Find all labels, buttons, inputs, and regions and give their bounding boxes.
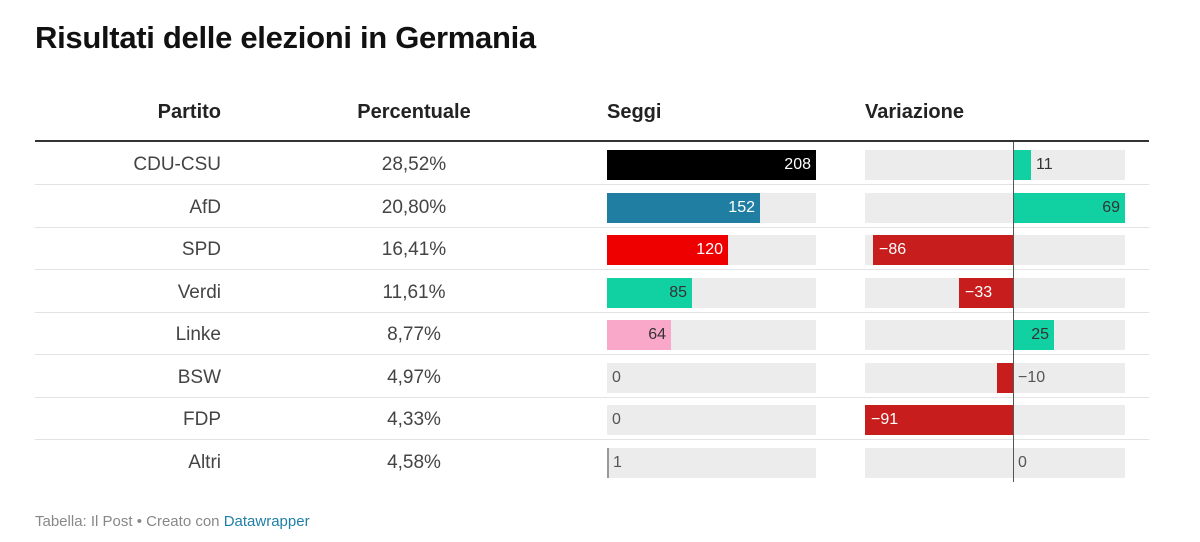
change-bar-track: −91 (865, 405, 1125, 435)
change-label: 25 (1031, 326, 1049, 343)
seats-label: 1 (613, 453, 622, 471)
change-label: −86 (879, 241, 907, 258)
seats-bar-track: 120 (607, 235, 816, 265)
change-bar-track: 11 (865, 150, 1125, 180)
seats-bar (607, 150, 816, 180)
change-bar-track: −10 (865, 362, 1125, 393)
change-bar (1013, 320, 1054, 350)
seats-bar (607, 447, 609, 478)
seats-bar-track: 1 (607, 447, 816, 478)
change-bar-track: 0 (865, 447, 1125, 478)
change-bar (865, 405, 1013, 435)
change-label: 0 (1018, 453, 1027, 471)
percent-value: 20,80% (381, 196, 447, 218)
percent-value: 16,41% (381, 239, 447, 260)
table-row: SPD 16,41% 120 −86 (35, 228, 1149, 270)
column-header-percentuale[interactable]: Percentuale (357, 101, 471, 123)
table-row: CDU-CSU 28,52% 208 11 (35, 143, 1149, 185)
footer-credit: Tabella: Il Post • Creato con Datawrappe… (35, 513, 310, 530)
percent-value: 4,97% (387, 366, 441, 388)
variazione-zero-axis (1013, 142, 1014, 482)
party-name: FDP (183, 409, 221, 430)
percent-value: 28,52% (381, 154, 447, 175)
party-name: CDU-CSU (133, 154, 221, 175)
table-row: AfD 20,80% 152 69 (35, 186, 1149, 228)
column-header-partito[interactable]: Partito (157, 101, 221, 123)
percent-value: 8,77% (387, 324, 441, 345)
change-bar-track: −86 (865, 235, 1125, 265)
seats-bar-track: 85 (607, 277, 816, 308)
party-name: AfD (189, 196, 221, 218)
change-label: 11 (1036, 156, 1053, 173)
percent-value: 11,61% (382, 281, 446, 303)
change-bar (1013, 150, 1031, 180)
seats-bar (607, 192, 760, 223)
seats-label: 64 (648, 326, 666, 343)
seats-bar-track: 0 (607, 405, 816, 435)
seats-label: 120 (696, 241, 723, 258)
header-divider (35, 140, 1149, 142)
column-header-variazione[interactable]: Variazione (865, 101, 964, 123)
seats-bar-track: 208 (607, 150, 816, 180)
party-name: SPD (181, 239, 221, 260)
percent-value: 4,33% (387, 409, 441, 430)
table-row: FDP 4,33% 0 −91 (35, 398, 1149, 440)
seats-bar (607, 235, 728, 265)
table-row: BSW 4,97% 0 −10 (35, 356, 1149, 398)
seats-label: 0 (612, 368, 621, 386)
party-name: Verdi (177, 281, 221, 303)
change-bar-track: 69 (865, 192, 1125, 223)
percent-value: 4,58% (387, 451, 441, 473)
seats-bar-track: 0 (607, 362, 816, 393)
change-bar (1013, 192, 1125, 223)
chart-title: Risultati delle elezioni in Germania (35, 20, 536, 55)
seats-bar-track: 152 (607, 192, 816, 223)
seats-bar (607, 277, 692, 308)
table-row: Altri 4,58% 1 0 (35, 441, 1149, 483)
seats-label: 0 (612, 411, 621, 428)
party-name: Altri (188, 451, 221, 473)
table-row: Verdi 11,61% 85 −33 (35, 271, 1149, 313)
change-label: −10 (1018, 368, 1046, 386)
seats-bar (607, 320, 671, 350)
change-bar-track: 25 (865, 320, 1125, 350)
column-header-seggi[interactable]: Seggi (607, 101, 662, 123)
seats-label: 85 (669, 283, 687, 301)
change-label: 69 (1102, 198, 1120, 216)
seats-label: 208 (784, 156, 811, 173)
seats-label: 152 (728, 198, 755, 216)
footer-prefix: Tabella: Il Post • Creato con (35, 513, 224, 530)
change-bar (959, 277, 1013, 308)
change-label: −91 (871, 411, 899, 428)
party-name: Linke (175, 324, 221, 345)
party-name: BSW (177, 366, 221, 388)
seats-bar-track: 64 (607, 320, 816, 350)
table-row: Linke 8,77% 64 25 (35, 313, 1149, 355)
change-bar (997, 362, 1013, 393)
change-bar (873, 235, 1013, 265)
change-label: −33 (965, 283, 993, 301)
datawrapper-link[interactable]: Datawrapper (223, 513, 310, 530)
change-bar-track: −33 (865, 277, 1125, 308)
